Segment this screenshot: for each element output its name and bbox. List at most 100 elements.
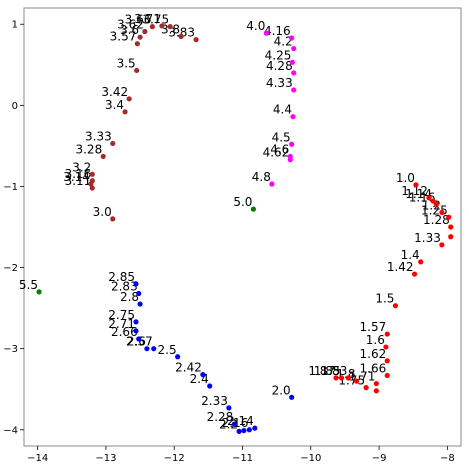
x-tick-label: −12 — [164, 453, 185, 464]
point-label: 3.6 — [120, 23, 139, 37]
point-label: 5.5 — [19, 278, 38, 292]
data-point — [100, 153, 106, 160]
data-point — [363, 385, 369, 391]
data-point — [291, 70, 297, 76]
data-point — [142, 28, 148, 35]
x-tick-label: −13 — [95, 453, 116, 464]
data-point — [149, 24, 155, 30]
data-point — [136, 336, 142, 342]
y-tick-label: 1 — [12, 20, 18, 31]
data-point — [175, 354, 181, 360]
point-label: 2.42 — [175, 361, 202, 375]
data-point — [289, 35, 295, 41]
point-label: 3.75 — [142, 13, 169, 27]
point-label: 3.33 — [85, 129, 112, 143]
data-point — [384, 331, 390, 337]
data-point — [246, 427, 252, 433]
point-label: 4.4 — [273, 103, 292, 117]
data-point — [89, 178, 95, 184]
point-label: 3.14 — [63, 170, 90, 184]
point-label: 1.75 — [338, 374, 365, 388]
data-point — [411, 271, 418, 277]
point-label: 2.2 — [219, 417, 238, 431]
point-label: 2.71 — [108, 317, 135, 331]
data-point — [446, 214, 452, 220]
y-tick-label: −2 — [3, 263, 18, 274]
point-label: 1.16 — [409, 190, 436, 204]
data-point — [144, 346, 150, 352]
data-point — [291, 87, 297, 93]
point-label: 1.57 — [360, 320, 387, 334]
data-point — [430, 198, 436, 204]
point-label: 4.2 — [274, 35, 293, 49]
point-label: 2.33 — [201, 394, 228, 408]
data-point — [226, 405, 232, 411]
point-labels: 1.01.121.141.161.21.251.281.331.41.421.5… — [19, 12, 450, 432]
data-point — [291, 45, 297, 52]
point-label: 1.85 — [314, 364, 341, 378]
data-point — [167, 24, 173, 30]
data-point — [252, 425, 258, 431]
data-point — [287, 157, 293, 163]
point-label: 2.0 — [272, 383, 291, 397]
data-points — [36, 23, 454, 434]
data-point — [110, 140, 116, 147]
point-label: 4.6 — [270, 142, 289, 156]
data-point — [439, 242, 445, 248]
point-label: 3.4 — [105, 98, 124, 112]
point-label: 3.71 — [134, 12, 161, 26]
point-label: 1.83 — [321, 364, 348, 378]
y-tick-label: −1 — [3, 182, 18, 193]
data-point — [338, 375, 345, 381]
data-point — [392, 303, 399, 309]
point-label: 3.66 — [125, 13, 152, 27]
point-label: 3.5 — [117, 56, 136, 70]
data-point — [151, 346, 157, 352]
point-label: 2.85 — [108, 270, 135, 284]
point-label: 1.14 — [405, 187, 432, 201]
point-label: 2.57 — [126, 335, 153, 349]
data-point — [110, 216, 116, 222]
data-point — [289, 141, 295, 147]
point-label: 3.62 — [117, 18, 144, 32]
data-point — [122, 109, 128, 115]
point-label: 2.5 — [158, 343, 177, 357]
y-tick-label: 0 — [12, 101, 18, 112]
data-point — [231, 421, 237, 427]
data-point — [290, 114, 296, 120]
point-label: 1.42 — [387, 260, 414, 274]
point-label: 1.5 — [375, 292, 394, 306]
data-point — [207, 383, 213, 389]
point-label: 3.0 — [93, 205, 112, 219]
point-label: 3.11 — [65, 174, 92, 188]
data-point — [426, 195, 432, 201]
point-label: 2.8 — [120, 290, 139, 304]
data-point — [269, 181, 275, 187]
data-point — [345, 375, 351, 381]
data-point — [36, 289, 42, 295]
data-point — [353, 378, 360, 384]
x-tick-label: −9 — [372, 453, 387, 464]
data-point — [133, 328, 139, 334]
point-label: 4.62 — [263, 146, 290, 160]
data-point — [289, 59, 295, 65]
data-point — [383, 344, 389, 350]
point-label: 3.8 — [161, 22, 180, 36]
point-label: 4.16 — [264, 24, 291, 38]
data-point — [241, 427, 247, 434]
data-point — [418, 259, 424, 265]
data-point — [133, 319, 139, 325]
data-point — [200, 372, 206, 378]
point-label: 2.28 — [207, 410, 234, 424]
data-point — [89, 171, 95, 177]
data-point — [236, 428, 242, 434]
data-point — [137, 34, 143, 40]
data-point — [89, 185, 95, 191]
point-label: 4.8 — [252, 170, 271, 184]
data-point — [250, 206, 257, 212]
y-tick-label: −4 — [3, 425, 18, 436]
data-point — [126, 96, 132, 102]
point-label: 1.4 — [401, 248, 420, 262]
data-point — [384, 372, 390, 379]
data-point — [373, 380, 379, 387]
